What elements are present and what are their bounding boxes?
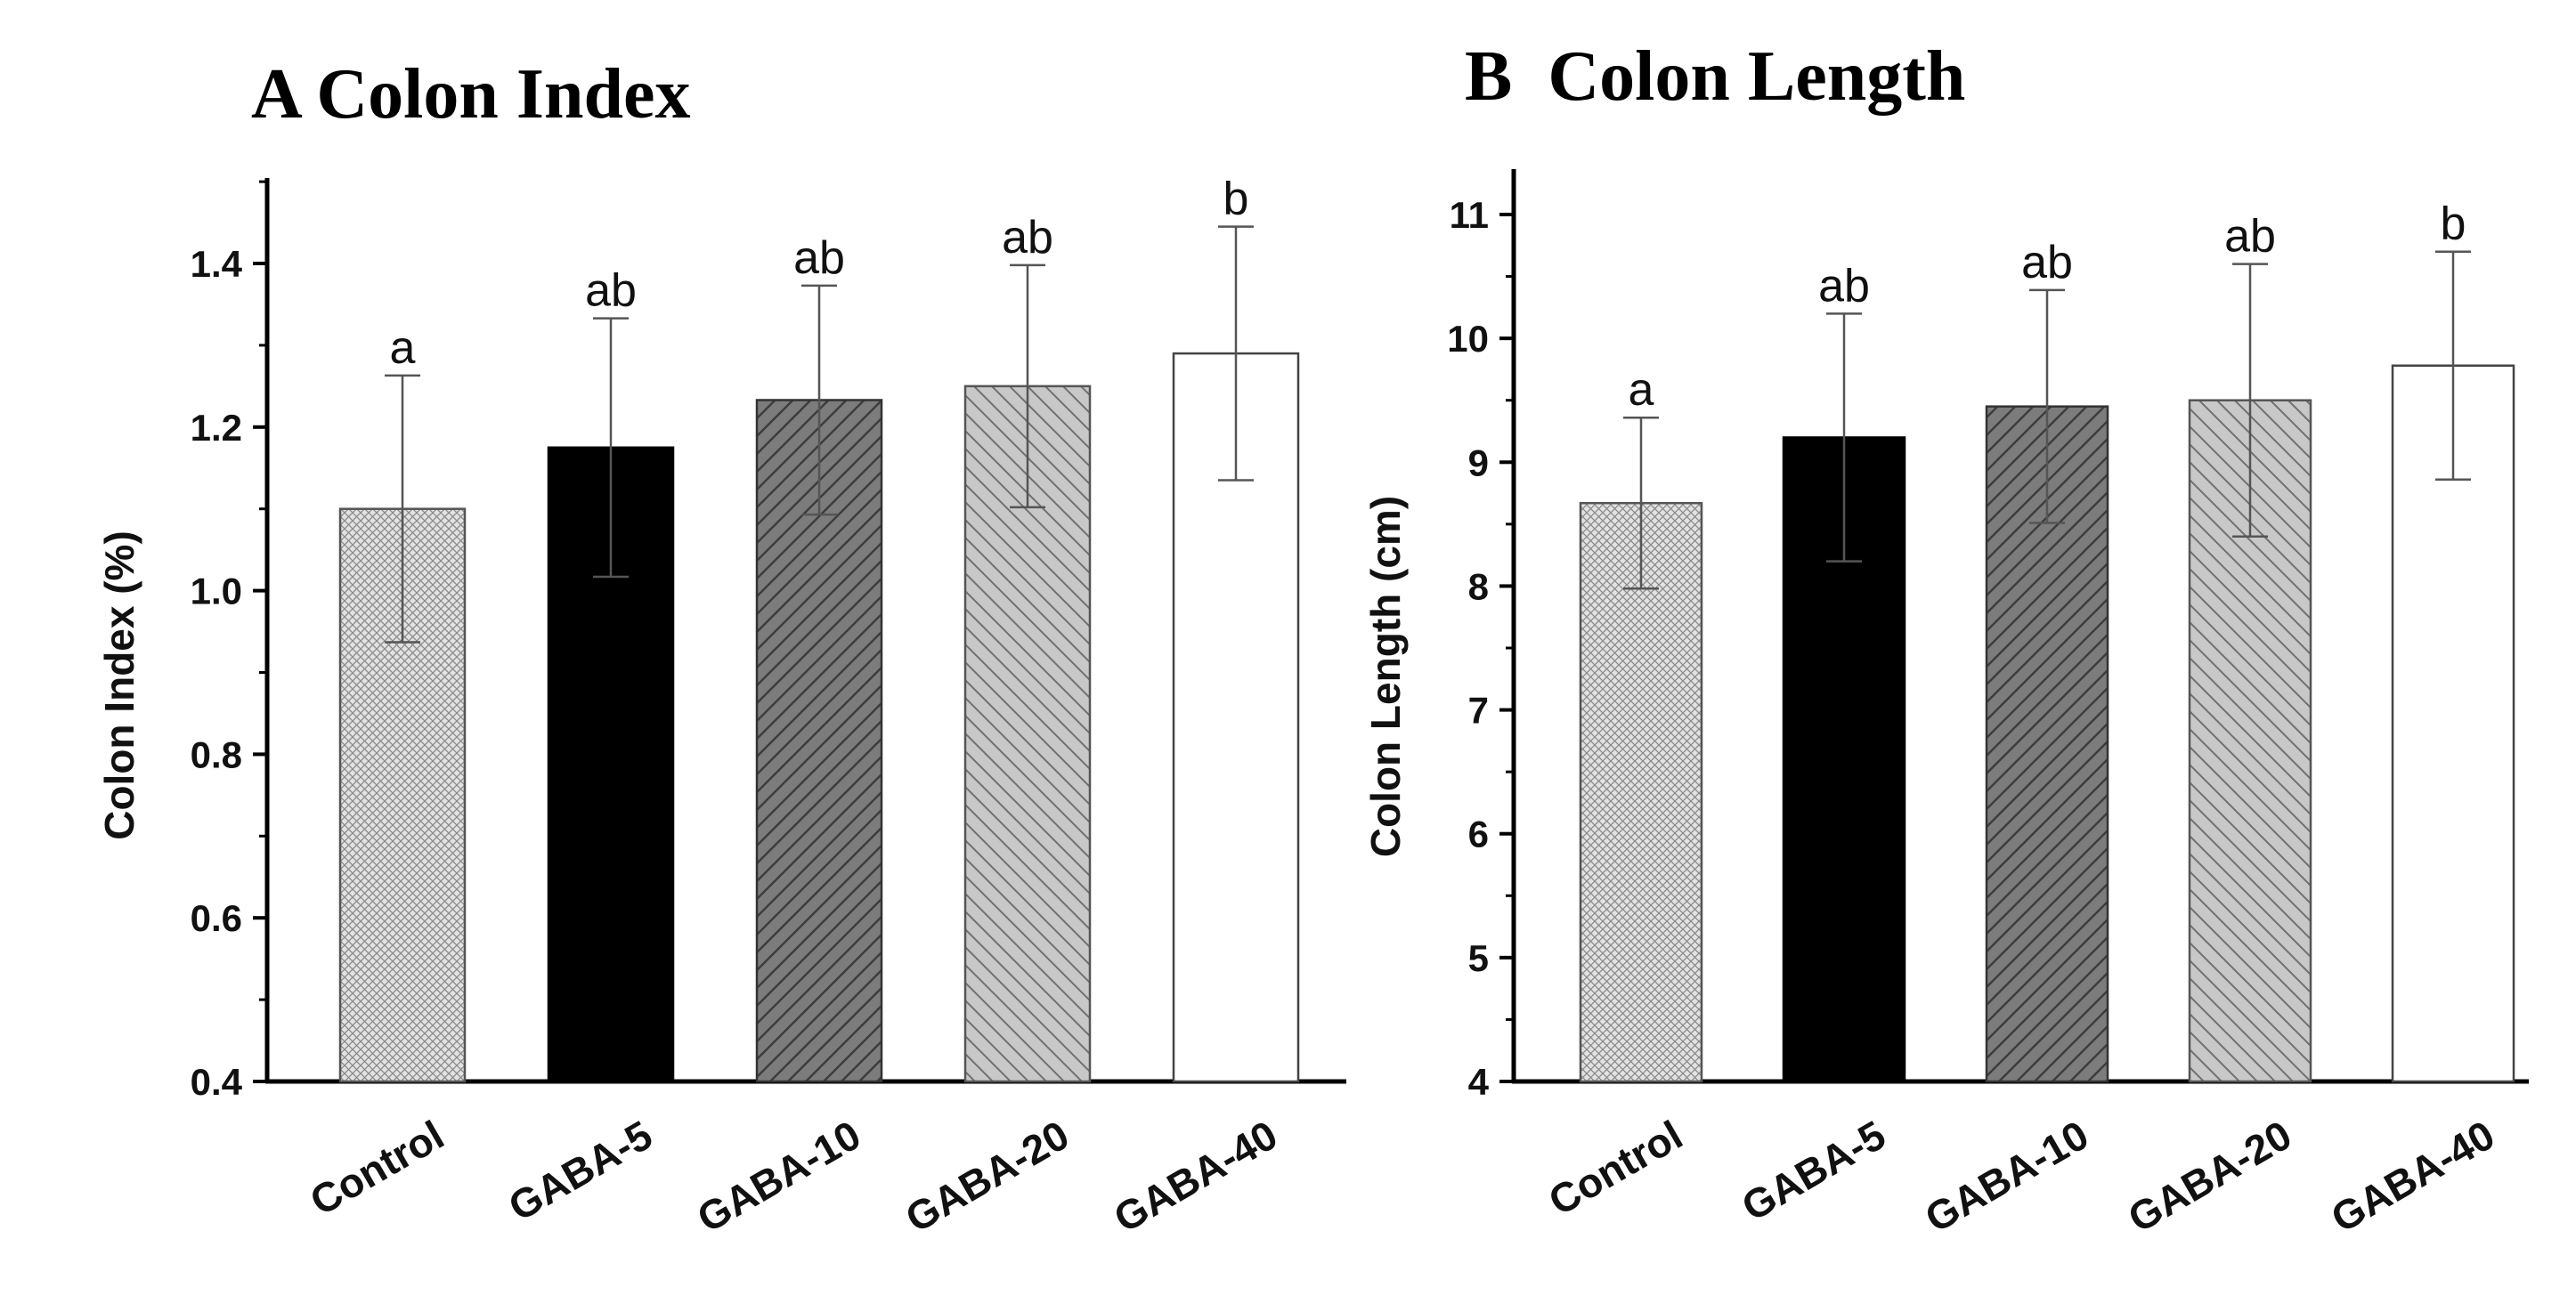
panel-a-x-tick-label: Control <box>302 1112 451 1225</box>
panel-b-y-tick-label: 4 <box>1468 1061 1490 1103</box>
panel-b-significance-label: b <box>2441 198 2466 250</box>
panel-b-x-tick-label: GABA-10 <box>1917 1112 2096 1242</box>
panel-b-significance-label: ab <box>2021 237 2073 288</box>
panel-a-y-tick-label: 0.8 <box>191 733 242 775</box>
panel-a-title: A Colon Index <box>251 55 690 134</box>
panel-b-x-tick-label: GABA-5 <box>1734 1112 1893 1230</box>
panel-b-error-bar-gaba-40 <box>2435 250 2471 482</box>
panel-b-y-tick-label: 6 <box>1468 814 1489 855</box>
panel-b-title: B Colon Length <box>1465 37 1965 116</box>
panel-a-error-bar-gaba-5 <box>593 317 629 579</box>
panel-b-x-tick-label: GABA-40 <box>2323 1112 2502 1242</box>
panel-b-x-tick-label: GABA-20 <box>2120 1112 2299 1242</box>
panel-a-x-tick-label: GABA-5 <box>500 1112 660 1230</box>
panel-b-significance-label: ab <box>2224 211 2276 263</box>
panel-a-y-tick-label: 1.4 <box>191 243 243 285</box>
panel-a-error-bar-gaba-10 <box>801 284 837 516</box>
panel-a-y-tick-label: 1.0 <box>191 571 242 612</box>
panel-b-significance-label: ab <box>1818 260 1870 312</box>
panel-a-x-tick-label: GABA-40 <box>1106 1112 1285 1242</box>
panel-b-bar-control <box>1579 501 1703 1083</box>
panel-a: A Colon Index Colon Index (%) 0.4 0.6 0.8 1… <box>96 55 1346 1242</box>
panel-a-plot-area: 0.4 0.6 0.8 1.0 1.2 1.4 a Control ab GABA-5 ab GABA… <box>191 174 1346 1242</box>
panel-b-significance-label: a <box>1629 364 1654 416</box>
panel-a-x-tick-label: GABA-10 <box>689 1112 868 1242</box>
panel-a-y-tick-label: 0.4 <box>191 1061 243 1103</box>
panel-b-error-bar-control <box>1623 416 1659 590</box>
panel-b-y-tick-label: 5 <box>1468 937 1489 979</box>
panel-b-x-tick-label: Control <box>1540 1112 1690 1225</box>
panel-a-y-tick-label: 0.6 <box>191 897 242 939</box>
panel-a-y-axis-label: Colon Index (%) <box>96 530 142 840</box>
panel-b-y-tick-label: 8 <box>1468 565 1489 607</box>
panel-a-y-tick-label: 1.2 <box>191 407 242 449</box>
panel-b-error-bar-gaba-10 <box>2029 288 2065 524</box>
panel-b-plot-area: 4 5 6 7 8 9 10 11 a Control ab GABA-5 ab GABA-10 ab GAB… <box>1447 169 2529 1242</box>
panel-a-error-bar-gaba-20 <box>1010 263 1045 509</box>
panel-b: B Colon Length Colon Length (cm) 4 5 6 7 8 9 1… <box>1362 37 2529 1242</box>
panel-a-significance-label: ab <box>585 265 637 317</box>
panel-a-significance-label: ab <box>793 232 845 284</box>
panel-a-significance-label: ab <box>1002 212 1053 263</box>
panel-b-y-tick-label: 10 <box>1447 318 1489 360</box>
panel-b-error-bar-gaba-20 <box>2232 263 2268 539</box>
panel-b-y-tick-label: 9 <box>1468 441 1489 483</box>
panel-a-x-tick-label: GABA-20 <box>898 1112 1077 1242</box>
panel-b-y-tick-label: 7 <box>1468 690 1489 732</box>
panel-a-error-bar-gaba-40 <box>1218 225 1254 482</box>
panel-b-y-tick-label: 11 <box>1450 194 1489 236</box>
panel-b-error-bar-gaba-5 <box>1826 312 1862 563</box>
panel-a-significance-label: a <box>390 322 416 374</box>
panel-a-significance-label: b <box>1223 174 1249 225</box>
panel-b-y-axis-label: Colon Length (cm) <box>1362 496 1409 857</box>
panel-a-error-bar-control <box>385 374 420 644</box>
panel-b-bar-gaba-40 <box>2391 364 2515 1083</box>
